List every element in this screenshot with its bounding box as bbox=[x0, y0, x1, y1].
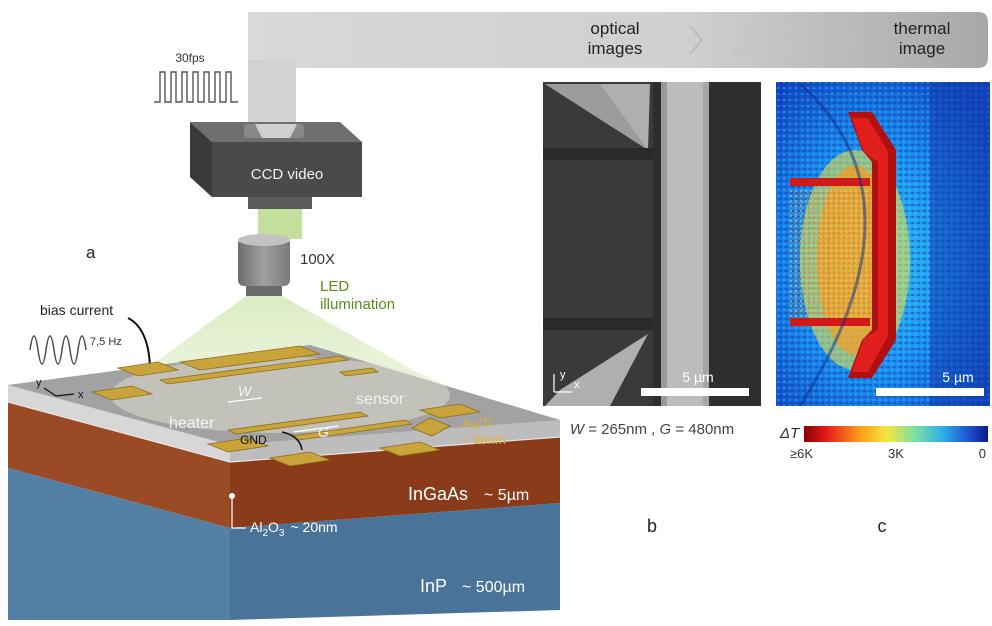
axes-icon bbox=[43, 387, 75, 397]
ingaas-thickness: ~ 5µm bbox=[484, 487, 529, 504]
ingaas-label: InGaAs bbox=[408, 484, 468, 504]
oxide-label: Al2O3 ~ 20nm bbox=[250, 519, 338, 539]
panel-a-letter: a bbox=[86, 243, 96, 262]
panel-b-axis-x: x bbox=[574, 379, 580, 391]
bias-current-label: bias current bbox=[40, 302, 113, 318]
objective-label: 100X bbox=[300, 251, 335, 268]
heater-label: heater bbox=[169, 415, 215, 432]
colorbar bbox=[804, 426, 988, 442]
colorbar-tick-max: ≥6K bbox=[790, 446, 813, 461]
panel-b-letter: b bbox=[647, 516, 657, 536]
illumination-label-1: LED bbox=[320, 278, 349, 295]
panel-c-letter: c bbox=[878, 516, 887, 536]
pipeline-step-3-line-1: thermal bbox=[894, 19, 951, 38]
scalebar bbox=[876, 388, 984, 396]
colorbar-tick-min: 0 bbox=[979, 446, 986, 461]
chevron-right-icon bbox=[839, 25, 854, 55]
camera-label: CCD video bbox=[251, 166, 324, 183]
panel-b-axis-y: y bbox=[560, 369, 566, 381]
colorbar-tick-mid: 3K bbox=[888, 446, 904, 461]
gold-electrodes bbox=[90, 345, 482, 467]
axis-y-label: y bbox=[36, 377, 42, 389]
sensor-label: sensor bbox=[356, 391, 405, 408]
pipeline-step-1-line-1: optical bbox=[590, 19, 639, 38]
colorbar-title: ΔT bbox=[779, 425, 801, 442]
inp-thickness: ~ 500µm bbox=[462, 579, 525, 596]
pipeline-step-1-line-2: images bbox=[588, 39, 643, 58]
panel-b: 5 µm y x W = 265nm , G = 480nm b bbox=[543, 82, 761, 536]
axes-icon bbox=[553, 374, 572, 393]
sine-wave-icon bbox=[29, 335, 87, 365]
framerate-label: 30fps bbox=[175, 51, 204, 65]
metal-label-2: ~ 90nm bbox=[462, 432, 506, 447]
panel-c-scalebar-label: 5 µm bbox=[942, 369, 973, 385]
pipeline-step-2-line-2: averaging bbox=[733, 39, 808, 58]
panel-c: 5 µm ΔT ≥6K 3K 0 c bbox=[776, 82, 990, 536]
pipeline-step-2-line-1: lock-in bbox=[745, 19, 794, 38]
pipeline-banner: optical images lock-in averaging thermal… bbox=[248, 12, 988, 130]
inp-label: InP bbox=[420, 576, 447, 596]
frame-pulse-icon bbox=[154, 71, 238, 103]
gnd-label: GND bbox=[240, 433, 267, 447]
metal-label-1: Au/Ti bbox=[462, 416, 492, 431]
bias-frequency-label: 7,5 Hz bbox=[90, 336, 122, 348]
gap-symbol: G bbox=[318, 424, 329, 440]
axis-x-label: x bbox=[78, 389, 84, 401]
width-symbol: W bbox=[238, 383, 253, 399]
scalebar bbox=[641, 388, 749, 396]
illumination-label-2: illumination bbox=[320, 296, 395, 313]
panel-a: a bias current 7,5 Hz bbox=[7, 243, 561, 620]
chevron-right-icon bbox=[689, 25, 704, 55]
panel-b-caption: W = 265nm , G = 480nm bbox=[570, 421, 734, 438]
panel-b-scalebar-label: 5 µm bbox=[682, 369, 713, 385]
pipeline-step-3-line-2: image bbox=[899, 39, 945, 58]
dimension-markers bbox=[227, 397, 339, 433]
